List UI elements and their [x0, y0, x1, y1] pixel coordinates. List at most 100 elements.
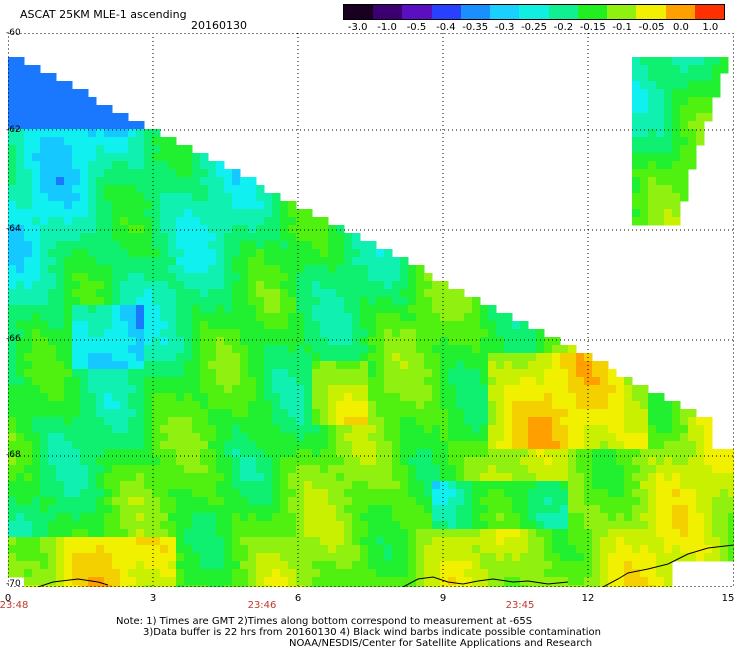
data-cell [40, 441, 49, 450]
data-cell [376, 257, 385, 266]
data-cell [128, 289, 137, 298]
data-cell [168, 393, 177, 402]
data-cell [520, 377, 529, 386]
data-cell [352, 249, 361, 258]
data-cell [664, 521, 673, 530]
data-cell [248, 321, 257, 330]
data-cell [648, 65, 657, 74]
data-cell [544, 361, 553, 370]
data-cell [560, 577, 569, 586]
data-cell [48, 353, 57, 362]
data-cell [272, 273, 281, 282]
data-cell [144, 353, 153, 362]
data-cell [112, 545, 121, 554]
data-cell [512, 361, 521, 370]
data-cell [440, 401, 449, 410]
data-cell [208, 385, 217, 394]
data-cell [352, 417, 361, 426]
data-cell [360, 329, 369, 338]
data-cell [56, 353, 65, 362]
data-cell [568, 481, 577, 490]
data-cell [128, 281, 137, 290]
data-cell [416, 577, 425, 586]
data-cell [256, 361, 265, 370]
data-cell [408, 409, 417, 418]
data-cell [504, 537, 513, 546]
data-cell [400, 321, 409, 330]
data-cell [8, 257, 17, 266]
data-cell [176, 353, 185, 362]
data-cell [16, 377, 25, 386]
data-cell [600, 505, 609, 514]
data-cell [352, 393, 361, 402]
data-cell [40, 89, 49, 98]
data-cell [320, 377, 329, 386]
data-cell [256, 193, 265, 202]
data-cell [312, 529, 321, 538]
data-cell [248, 569, 257, 578]
data-cell [256, 313, 265, 322]
lat-label: -64 [6, 224, 21, 234]
data-cell [544, 513, 553, 522]
data-cell [64, 561, 73, 570]
data-cell [336, 353, 345, 362]
data-cell [656, 129, 665, 138]
data-cell [192, 433, 201, 442]
data-cell [280, 569, 289, 578]
data-cell [72, 481, 81, 490]
data-cell [688, 457, 697, 466]
data-cell [328, 281, 337, 290]
data-cell [24, 553, 33, 562]
data-cell [296, 353, 305, 362]
data-cell [680, 129, 689, 138]
data-cell [560, 553, 569, 562]
data-cell [56, 385, 65, 394]
data-cell [704, 89, 713, 98]
data-cell [696, 553, 705, 562]
data-cell [272, 385, 281, 394]
data-cell [312, 393, 321, 402]
data-cell [640, 65, 649, 74]
data-cell [80, 153, 89, 162]
data-cell [424, 465, 433, 474]
data-cell [368, 281, 377, 290]
data-cell [200, 193, 209, 202]
data-cell [336, 465, 345, 474]
data-cell [240, 569, 249, 578]
data-cell [576, 561, 585, 570]
data-cell [520, 337, 529, 346]
data-cell [168, 457, 177, 466]
data-cell [512, 473, 521, 482]
data-cell [40, 321, 49, 330]
data-cell [640, 161, 649, 170]
data-cell [296, 497, 305, 506]
data-cell [96, 177, 105, 186]
data-cell [432, 505, 441, 514]
data-cell [624, 521, 633, 530]
data-cell [344, 569, 353, 578]
data-cell [536, 521, 545, 530]
data-cell [248, 313, 257, 322]
data-cell [336, 505, 345, 514]
data-cell [80, 497, 89, 506]
data-cell [104, 217, 113, 226]
data-cell [464, 377, 473, 386]
data-cell [56, 465, 65, 474]
data-cell [312, 553, 321, 562]
data-cell [72, 497, 81, 506]
data-cell [80, 217, 89, 226]
data-cell [120, 577, 129, 586]
data-cell [240, 305, 249, 314]
data-cell [400, 361, 409, 370]
data-cell [40, 417, 49, 426]
data-cell [144, 225, 153, 234]
data-cell [32, 529, 41, 538]
data-cell [648, 185, 657, 194]
data-cell [360, 249, 369, 258]
data-cell [568, 425, 577, 434]
data-cell [200, 361, 209, 370]
data-cell [440, 505, 449, 514]
data-cell [280, 473, 289, 482]
data-cell [408, 305, 417, 314]
data-cell [280, 457, 289, 466]
